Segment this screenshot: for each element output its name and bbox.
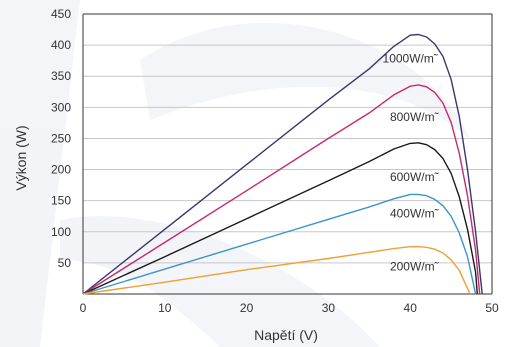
series-label: 600W/m˜ (390, 170, 440, 184)
y-tick-label: 150 (51, 194, 71, 208)
y-axis-title: Výkon (W) (13, 125, 29, 190)
x-tick-label: 30 (322, 301, 336, 315)
series-label: 400W/m˜ (390, 206, 440, 220)
y-tick-label: 450 (51, 7, 71, 21)
y-tick-label: 50 (58, 256, 72, 270)
x-tick-label: 20 (240, 301, 254, 315)
y-tick-label: 400 (51, 38, 71, 52)
series-label: 800W/m˜ (390, 110, 440, 124)
y-tick-label: 200 (51, 163, 71, 177)
x-tick-label: 10 (158, 301, 172, 315)
series-label: 1000W/m˜ (383, 52, 439, 66)
x-tick-label: 0 (80, 301, 87, 315)
y-tick-label: 300 (51, 100, 71, 114)
series-label: 200W/m˜ (390, 259, 440, 273)
x-axis-title: Napětí (V) (254, 327, 318, 343)
x-tick-label: 50 (485, 301, 499, 315)
y-tick-label: 250 (51, 131, 71, 145)
y-tick-label: 100 (51, 225, 71, 239)
y-tick-label: 350 (51, 69, 71, 83)
x-tick-label: 40 (404, 301, 418, 315)
